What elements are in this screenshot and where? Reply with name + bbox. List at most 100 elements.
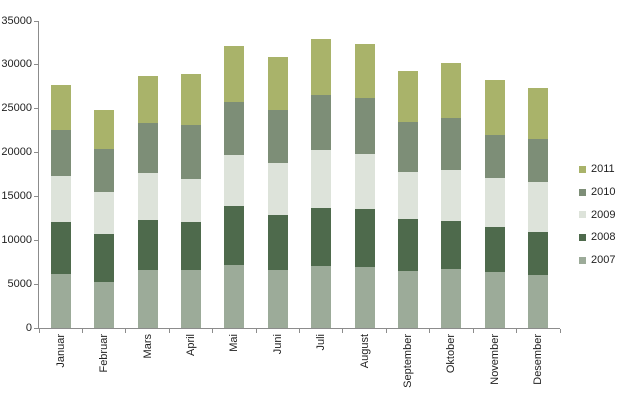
bar-segment-2010	[311, 94, 332, 150]
bar-oktober	[441, 63, 462, 328]
x-axis-label-august: August	[358, 334, 371, 369]
bar-segment-2008	[94, 234, 115, 282]
bar-segment-2009	[50, 176, 71, 222]
x-axis-tick-mark	[385, 329, 387, 333]
legend-item-2007: 2007	[579, 249, 615, 272]
bar-segment-2009	[180, 178, 201, 222]
y-axis-tick-label: 35000	[1, 14, 32, 27]
legend-item-2008: 2008	[579, 226, 615, 249]
x-axis-label-november: November	[488, 334, 501, 385]
y-axis-tick-label: 25000	[1, 102, 32, 115]
x-axis-tick-mark	[168, 329, 170, 333]
y-axis-tick-label: 10000	[1, 233, 32, 246]
y-axis-tick-mark	[34, 64, 38, 66]
bar-segment-2007	[50, 273, 71, 328]
bar-segment-2009	[224, 155, 245, 207]
bar-segment-2007	[354, 267, 375, 328]
bar-segment-2007	[94, 281, 115, 328]
x-axis-label-januar: Januar	[54, 334, 67, 368]
legend-item-2009: 2009	[579, 203, 615, 226]
bar-segment-2008	[398, 219, 419, 271]
bar-segment-2008	[484, 227, 505, 272]
bar-april	[180, 73, 201, 328]
bar-segment-2009	[94, 192, 115, 235]
bar-mars	[137, 76, 158, 328]
legend-swatch-2008	[579, 233, 586, 241]
x-axis-tick-mark	[559, 329, 561, 333]
y-axis-tick-label: 5000	[7, 277, 32, 290]
y-axis-tick-mark	[34, 20, 38, 22]
bar-segment-2011	[311, 38, 332, 95]
bar-segment-2010	[94, 149, 115, 193]
x-axis-label-september: September	[402, 334, 415, 388]
bar-segment-2011	[224, 45, 245, 102]
legend: 2011 2010 2009 2008 2007	[579, 158, 615, 271]
x-axis-label-februar: Februar	[98, 334, 111, 373]
bar-segment-2007	[484, 271, 505, 328]
bar-segment-2010	[180, 124, 201, 179]
bar-august	[354, 43, 375, 328]
bar-september	[398, 71, 419, 328]
bar-segment-2007	[528, 274, 549, 328]
bar-segment-2011	[528, 87, 549, 140]
bar-segment-2010	[224, 101, 245, 156]
plot-area: 0 5000 10000 15000 20000 25000 30000 35000 Janu…	[1, 15, 561, 388]
bar-november	[484, 79, 505, 328]
bar-segment-2011	[354, 43, 375, 99]
y-axis-tick-mark	[34, 195, 38, 197]
legend-label: 2008	[591, 231, 616, 244]
bar-segment-2010	[50, 129, 71, 177]
bar-segment-2010	[354, 98, 375, 155]
legend-item-2010: 2010	[579, 181, 615, 204]
bar-segment-2008	[441, 221, 462, 270]
bar-segment-2011	[94, 109, 115, 150]
x-axis-tick-mark	[342, 329, 344, 333]
x-axis-tick-mark	[429, 329, 431, 333]
y-axis-tick-mark	[34, 152, 38, 154]
bar-segment-2009	[267, 163, 288, 215]
y-axis-tick-mark	[34, 108, 38, 110]
bar-segment-2011	[484, 79, 505, 136]
y-axis-tick-label: 15000	[1, 189, 32, 202]
bar-segment-2007	[441, 269, 462, 328]
bar-februar	[94, 109, 115, 328]
legend-label: 2009	[591, 208, 616, 221]
y-axis-tick-label: 20000	[1, 146, 32, 159]
y-axis-tick-mark	[34, 239, 38, 241]
x-axis-tick-mark	[212, 329, 214, 333]
x-axis-label-juni: Juni	[271, 334, 284, 355]
x-axis-label-mars: Mars	[141, 334, 154, 359]
legend-item-2011: 2011	[579, 158, 615, 181]
x-axis-label-mai: Mai	[228, 334, 241, 352]
x-axis-label-april: April	[184, 334, 197, 357]
bar-segment-2008	[224, 206, 245, 265]
y-axis-tick-mark	[34, 327, 38, 329]
bar-juli	[311, 38, 332, 328]
legend-label: 2011	[591, 163, 615, 176]
bar-segment-2010	[267, 109, 288, 164]
x-axis-tick-mark	[81, 329, 83, 333]
bar-segment-2007	[137, 270, 158, 328]
bar-segment-2009	[137, 172, 158, 221]
bar-segment-2007	[398, 271, 419, 328]
x-axis-label-juli: Juli	[315, 334, 328, 351]
bar-januar	[50, 85, 71, 328]
y-axis-tick-label: 30000	[1, 58, 32, 71]
x-axis-label-desember: Desember	[532, 334, 545, 385]
bar-segment-2011	[441, 63, 462, 119]
x-axis-tick-mark	[516, 329, 518, 333]
bar-segment-2010	[137, 122, 158, 173]
x-axis-tick-mark	[299, 329, 300, 333]
bar-segment-2011	[267, 56, 288, 110]
x-axis-tick-mark	[125, 329, 127, 333]
bar-segment-2008	[528, 232, 549, 275]
bar-segment-2007	[180, 270, 201, 328]
x-axis-tick-mark	[255, 329, 257, 333]
bar-segment-2009	[528, 182, 549, 233]
bar-mai	[224, 45, 245, 328]
bar-segment-2009	[311, 149, 332, 208]
bar-segment-2009	[354, 154, 375, 209]
bar-segment-2010	[484, 135, 505, 179]
bar-segment-2011	[50, 85, 71, 130]
